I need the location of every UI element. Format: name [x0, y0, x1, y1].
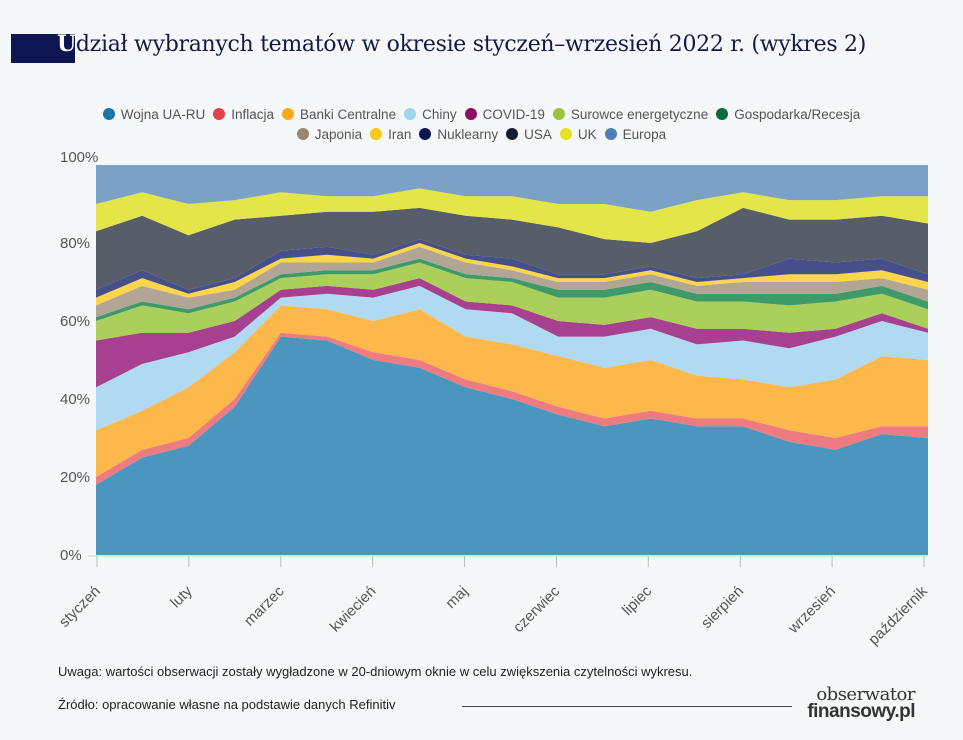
legend-label: Chiny: [422, 107, 457, 122]
area-uk: [96, 188, 928, 243]
legend-dot-icon: [102, 108, 115, 120]
legend-row-1: Wojna UA-RU Inflacja Banki Centralne Chiny C…: [0, 107, 963, 122]
legend-dot-icon: [213, 108, 226, 120]
legend-item: Gospodarka/Recesja: [716, 107, 860, 122]
legend-dot-icon: [370, 128, 383, 140]
legend-item: Banki Centralne: [282, 107, 396, 122]
x-tick-label: marzec: [241, 582, 288, 629]
x-tick-label: luty: [167, 582, 196, 611]
legend-label: Wojna UA-RU: [120, 107, 206, 122]
area-iran: [96, 243, 928, 306]
legend-dot-icon: [552, 108, 565, 120]
area-surowce-energetyczne: [96, 262, 928, 341]
legend-label: Gospodarka/Recesja: [734, 107, 861, 122]
legend-dot-icon: [559, 128, 572, 140]
legend-label: COVID-19: [482, 107, 545, 122]
x-tick-label: kwiecień: [327, 583, 380, 636]
legend-item: Nuklearny: [419, 127, 498, 142]
x-tick-label: lipiec: [619, 582, 656, 619]
legend-dot-icon: [282, 108, 295, 120]
legend-item: UK: [559, 127, 597, 142]
legend-item: Chiny: [404, 107, 457, 122]
legend-item: Inflacja: [213, 107, 274, 122]
area-europa: [96, 165, 928, 212]
title-text: dział wybranych tematów w okresie stycze…: [75, 32, 866, 57]
legend-label: Japonia: [314, 127, 363, 142]
legend-label: Europa: [622, 127, 667, 142]
y-tick-label: 20%: [60, 469, 90, 486]
logo-line-1: obserwator: [816, 684, 915, 705]
legend-label: Nuklearny: [437, 127, 499, 142]
x-tick-label: czerwiec: [510, 582, 564, 636]
legend-dot-icon: [404, 108, 417, 120]
area-gospodarka-recesja: [96, 258, 928, 321]
legend-item: Europa: [604, 127, 667, 142]
y-tick-label: 80%: [60, 235, 90, 252]
legend-item: COVID-19: [464, 107, 545, 122]
title-accent-box: [11, 34, 75, 63]
area-wojna-ua-ru: [96, 336, 928, 555]
y-tick-label: 100%: [60, 149, 98, 166]
x-tick-label: styczeń: [56, 583, 104, 631]
y-tick-label: 40%: [60, 391, 90, 408]
legend-label: Iran: [388, 127, 412, 142]
legend-dot-icon: [506, 128, 519, 140]
legend-label: UK: [577, 127, 597, 142]
area-chiny: [96, 285, 928, 431]
legend-row-2: Japonia Iran Nuklearny USA UK Europa: [0, 127, 963, 142]
legend-dot-icon: [464, 108, 477, 120]
chart-title: Udział wybranych tematów w okresie stycz…: [57, 31, 866, 57]
legend-item: USA: [506, 127, 552, 142]
area-japonia: [96, 246, 928, 318]
legend-label: USA: [524, 127, 552, 142]
source-note: Źródło: opracowanie własne na podstawie …: [58, 697, 396, 712]
x-tick-label: maj: [442, 583, 471, 612]
y-tick-label: 60%: [60, 313, 90, 330]
stacked-area-chart: 0% 20% 40% 60% 80% 100% styczeń luty marzec kwiec…: [56, 149, 931, 648]
area-usa: [96, 207, 928, 290]
legend-label: Inflacja: [231, 107, 275, 122]
legend-dot-icon: [419, 128, 432, 140]
area-nuklearny: [96, 239, 928, 298]
x-tick-label: sierpień: [698, 583, 747, 632]
legend-dot-icon: [716, 108, 729, 120]
footnote: Uwaga: wartości obserwacji zostały wygła…: [58, 664, 693, 679]
legend-label: Surowce energetyczne: [570, 107, 709, 122]
legend-item: Japonia: [296, 127, 363, 142]
area-covid-19: [96, 278, 928, 388]
x-tick-label: wrzesień: [784, 583, 839, 638]
title-first-letter: U: [57, 31, 76, 57]
legend-label: Banki Centralne: [300, 107, 397, 122]
x-tick-label: październik: [865, 582, 931, 648]
area-banki-centralne: [96, 305, 928, 477]
logo: obserwator finansowy.pl: [800, 684, 915, 722]
footer-divider: [462, 706, 792, 707]
logo-line-2: finansowy.pl: [807, 701, 915, 722]
legend-dot-icon: [296, 128, 309, 140]
legend-item: Wojna UA-RU: [102, 107, 206, 122]
legend-dot-icon: [604, 128, 617, 140]
legend-item: Surowce energetyczne: [552, 107, 709, 122]
y-tick-label: 0%: [60, 547, 82, 564]
legend-item: Iran: [370, 127, 411, 142]
